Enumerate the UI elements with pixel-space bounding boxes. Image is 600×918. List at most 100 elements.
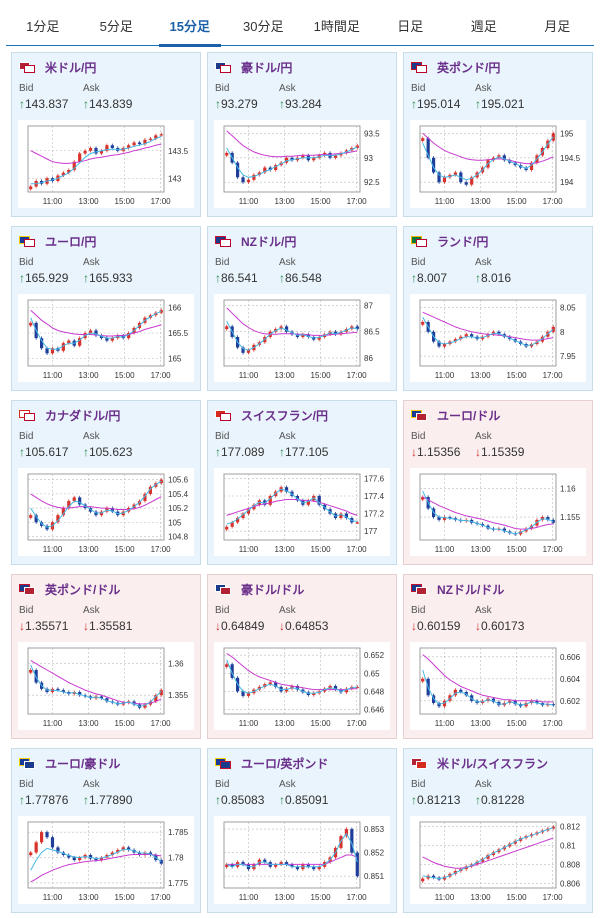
price-tick-label: 93 <box>364 154 373 163</box>
trend-arrow-icon: ↑ <box>19 445 25 459</box>
currency-pair-name[interactable]: スイスフラン/円 <box>241 408 328 423</box>
currency-pair-name[interactable]: NZドル/ドル <box>437 582 505 597</box>
price-tick-label: 86.5 <box>364 328 380 337</box>
candle-body <box>246 509 251 514</box>
moving-average-long <box>30 660 162 705</box>
currency-card[interactable]: NZドル/ドル Bid Ask ↓ 0.60159 ↓ 0.60173 0.606 0.604 0… <box>403 574 593 739</box>
currency-card[interactable]: 米ドル/円 Bid Ask ↑ 143.837 ↑ 143.839 143.5 143 11:00… <box>11 52 201 217</box>
currency-pair-name[interactable]: NZドル/円 <box>241 234 297 249</box>
candle-body <box>355 522 359 524</box>
price-chart[interactable]: 87 86.5 86 11:00 13:00 15:00 17:00 <box>214 294 390 382</box>
currency-pair-name[interactable]: 英ポンド/ドル <box>45 582 121 597</box>
currency-pair-name[interactable]: 豪ドル/円 <box>241 60 293 75</box>
candle-body <box>546 517 550 520</box>
price-tick-label: 165.5 <box>168 329 189 338</box>
candle-body <box>344 688 348 693</box>
candle-body <box>225 152 229 156</box>
candle-body <box>432 157 436 173</box>
tab-daily[interactable]: 日足 <box>397 19 424 34</box>
tab-5min[interactable]: 5分足 <box>99 19 133 34</box>
currency-card[interactable]: 豪ドル/ドル Bid Ask ↓ 0.64849 ↓ 0.64853 0.652 0.65 0.6… <box>207 574 397 739</box>
price-chart[interactable]: 143.5 143 11:00 13:00 15:00 17:00 <box>18 120 194 208</box>
price-chart[interactable]: 1.785 1.78 1.775 11:00 13:00 15:00 17:00 <box>18 816 194 904</box>
bid-label: Bid <box>411 779 426 790</box>
price-tick-label: 104.8 <box>168 532 189 541</box>
tab-1hour[interactable]: 1時間足 <box>313 19 360 34</box>
candle-body <box>350 829 354 853</box>
candlestick-chart: 0.606 0.604 0.602 11:00 13:00 15:00 17:00 <box>419 647 581 728</box>
plot-frame <box>223 821 361 889</box>
price-tick-label: 0.602 <box>560 697 581 706</box>
trend-arrow-icon: ↑ <box>83 793 89 807</box>
moving-average-long <box>422 496 554 530</box>
currency-card[interactable]: NZドル/円 Bid Ask ↑ 86.541 ↑ 86.548 87 86.5 86 11:00 1… <box>207 226 397 391</box>
candle-body <box>535 700 539 703</box>
bid-label: Bid <box>411 431 426 442</box>
candlestick-chart: 177.6 177.4 177.2 177 11:00 13:00 15:00 17:00 <box>223 473 385 554</box>
price-tick-label: 0.646 <box>364 705 385 714</box>
ask-value: 1.77890 <box>89 793 133 807</box>
currency-pair-name[interactable]: ユーロ/円 <box>45 234 97 249</box>
currency-card[interactable]: 豪ドル/円 Bid Ask ↑ 93.279 ↑ 93.284 93.5 93 92.5 11:00… <box>207 52 397 217</box>
price-chart[interactable]: 166 165.5 165 11:00 13:00 15:00 17:00 <box>18 294 194 382</box>
currency-card[interactable]: ユーロ/豪ドル Bid Ask ↑ 1.77876 ↑ 1.77890 1.785 1.78 1.… <box>11 748 201 913</box>
price-chart[interactable]: 105.6 105.4 105.2 105 104.8 11:00 13:00 15:00 17… <box>18 468 194 556</box>
price-chart[interactable]: 0.812 0.81 0.808 0.806 11:00 13:00 15:00 17:00 <box>410 816 586 904</box>
candle-body <box>290 864 294 867</box>
card-header: ユーロ/豪ドル <box>19 755 120 771</box>
price-chart[interactable]: 1.16 1.155 11:00 13:00 15:00 17:00 <box>410 468 586 556</box>
price-tick-label: 1.785 <box>168 828 189 837</box>
moving-average-short <box>226 659 358 694</box>
candle-body <box>137 852 142 855</box>
candle-body <box>78 338 82 346</box>
price-chart[interactable]: 0.853 0.852 0.851 11:00 13:00 15:00 17:00 <box>214 816 390 904</box>
candle-body <box>290 157 294 161</box>
currency-pair-name[interactable]: カナダドル/円 <box>45 408 121 423</box>
candle-body <box>442 700 447 707</box>
candle-body <box>110 508 114 512</box>
currency-pair-name[interactable]: ユーロ/英ポンド <box>241 756 329 771</box>
currency-pair-name[interactable]: 豪ドル/ドル <box>241 582 305 597</box>
moving-average-long <box>226 652 358 691</box>
moving-average-short <box>226 320 358 351</box>
tab-monthly[interactable]: 月足 <box>544 19 571 34</box>
currency-card[interactable]: ユーロ/ドル Bid Ask ↓ 1.15356 ↓ 1.15359 1.16 1.155 11:… <box>403 400 593 565</box>
bid-price: ↑ 165.929 <box>19 271 68 285</box>
candle-body <box>312 866 316 870</box>
currency-card[interactable]: 英ポンド/円 Bid Ask ↑ 195.014 ↑ 195.021 195 194.5 194 1… <box>403 52 593 217</box>
currency-pair-name[interactable]: 米ドル/スイスフラン <box>437 756 548 771</box>
currency-card[interactable]: ランド/円 Bid Ask ↑ 8.007 ↑ 8.016 8.05 8 7.95 11:00 13:… <box>403 226 593 391</box>
price-tick-label: 1.78 <box>168 854 184 863</box>
price-tick-label: 177 <box>364 527 378 536</box>
currency-card[interactable]: スイスフラン/円 Bid Ask ↑ 177.089 ↑ 177.105 177.6 177.4… <box>207 400 397 565</box>
price-chart[interactable]: 93.5 93 92.5 11:00 13:00 15:00 17:00 <box>214 120 390 208</box>
candle-body <box>502 155 506 161</box>
price-chart[interactable]: 0.652 0.65 0.648 0.646 11:00 13:00 15:00 17:00 <box>214 642 390 730</box>
currency-card[interactable]: カナダドル/円 Bid Ask ↑ 105.617 ↑ 105.623 105.6 105.4 1… <box>11 400 201 565</box>
currency-card[interactable]: ユーロ/英ポンド Bid Ask ↑ 0.85083 ↑ 0.85091 0.853 0.852… <box>207 748 397 913</box>
tab-30min[interactable]: 30分足 <box>243 19 284 34</box>
price-chart[interactable]: 1.36 1.355 11:00 13:00 15:00 17:00 <box>18 642 194 730</box>
price-chart[interactable]: 195 194.5 194 11:00 13:00 15:00 17:00 <box>410 120 586 208</box>
tab-1min[interactable]: 1分足 <box>26 19 60 34</box>
currency-pair-name[interactable]: ユーロ/豪ドル <box>45 756 121 771</box>
candle-body <box>88 148 93 151</box>
time-tick-label: 13:00 <box>275 197 296 206</box>
currency-card[interactable]: ユーロ/円 Bid Ask ↑ 165.929 ↑ 165.933 166 165.5 165 11… <box>11 226 201 391</box>
tab-15min[interactable]: 15分足 <box>153 6 227 47</box>
price-chart[interactable]: 0.606 0.604 0.602 11:00 13:00 15:00 17:00 <box>410 642 586 730</box>
currency-pair-name[interactable]: 英ポンド/円 <box>437 60 501 75</box>
bid-value: 1.15356 <box>417 445 461 459</box>
tab-weekly[interactable]: 週足 <box>470 19 497 34</box>
currency-pair-name[interactable]: 米ドル/円 <box>45 60 97 75</box>
currency-pair-name[interactable]: ユーロ/ドル <box>437 408 501 423</box>
price-chart[interactable]: 8.05 8 7.95 11:00 13:00 15:00 17:00 <box>410 294 586 382</box>
trend-arrow-icon: ↓ <box>411 619 417 633</box>
bid-label: Bid <box>215 779 230 790</box>
currency-card[interactable]: 米ドル/スイスフラン Bid Ask ↑ 0.81213 ↑ 0.81228 0.812 0.8… <box>403 748 593 913</box>
price-chart[interactable]: 177.6 177.4 177.2 177 11:00 13:00 15:00 17:00 <box>214 468 390 556</box>
candle-body <box>78 497 82 505</box>
currency-pair-name[interactable]: ランド/円 <box>437 234 489 249</box>
currency-card[interactable]: 英ポンド/ドル Bid Ask ↓ 1.35571 ↓ 1.35581 1.36 1.355 11… <box>11 574 201 739</box>
candle-body <box>110 145 114 148</box>
